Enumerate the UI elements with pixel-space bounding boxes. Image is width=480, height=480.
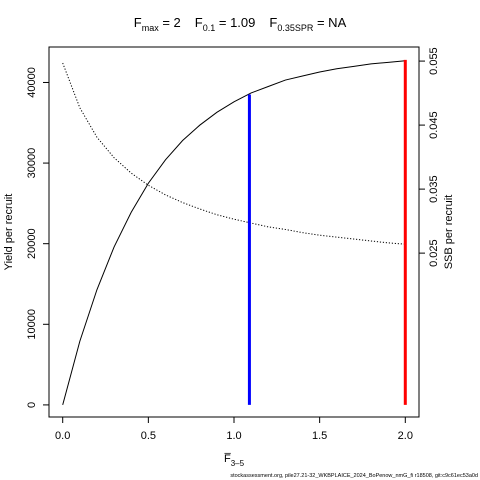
title-subscript: 0.35SPR bbox=[277, 23, 314, 33]
x-tick-label: 0.0 bbox=[55, 430, 70, 442]
title-value: = NA bbox=[313, 15, 346, 30]
y-tick-label: 20000 bbox=[26, 228, 38, 259]
title-subscript: max bbox=[142, 23, 160, 33]
title-value: = 1.09 bbox=[215, 15, 255, 30]
y2-tick-label: 0.035 bbox=[428, 175, 440, 203]
y-axis-label: Yield per recruit bbox=[3, 194, 15, 271]
x-label-subscript: 3–5 bbox=[231, 459, 245, 468]
yield-curve bbox=[62, 60, 406, 406]
ssb-curve bbox=[62, 62, 406, 245]
x-tick-label: 0.5 bbox=[141, 430, 156, 442]
footer: stockassessment.org, pile27.21-32_WKBPLA… bbox=[230, 473, 478, 479]
x-tick-label: 2.0 bbox=[398, 430, 413, 442]
y2-tick-label: 0.045 bbox=[428, 111, 440, 139]
title-symbol: F bbox=[195, 15, 203, 30]
y2-axis-label: SSB per recruit bbox=[443, 195, 455, 270]
title-value: = 2 bbox=[159, 15, 181, 30]
x-axis-label: F̅3–5 bbox=[224, 453, 245, 468]
title-symbol: F bbox=[134, 15, 142, 30]
y2-tick-label: 0.055 bbox=[428, 47, 440, 75]
x-tick-label: 1.0 bbox=[226, 430, 241, 442]
x-tick-label: 1.5 bbox=[312, 430, 327, 442]
chart-title: Fmax = 2 F0.1 = 1.09 F0.35SPR = NA bbox=[134, 15, 347, 33]
y-tick-label: 10000 bbox=[26, 309, 38, 340]
title-subscript: 0.1 bbox=[203, 23, 216, 33]
y2-tick-label: 0.025 bbox=[428, 239, 440, 267]
y-tick-label: 40000 bbox=[26, 67, 38, 98]
y-tick-label: 0 bbox=[26, 402, 38, 408]
x-label-symbol: F̅ bbox=[224, 453, 232, 465]
title-symbol: F bbox=[269, 15, 277, 30]
y-tick-label: 30000 bbox=[26, 148, 38, 179]
